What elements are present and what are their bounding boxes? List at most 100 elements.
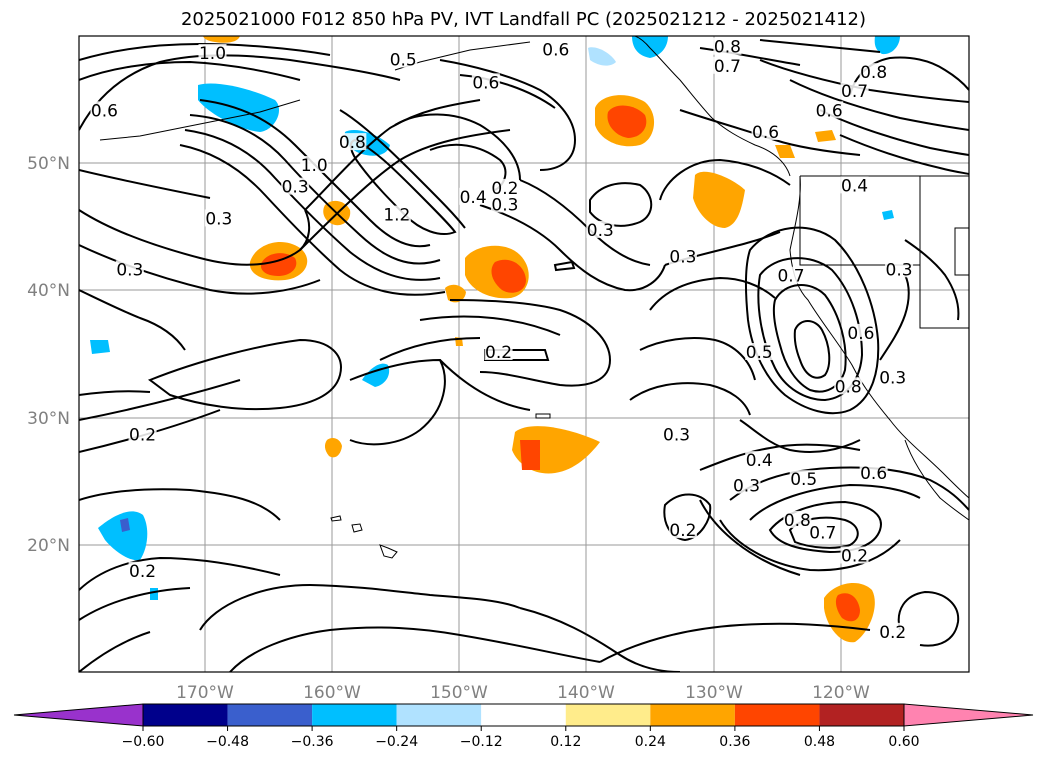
- contour-label-bg: [300, 156, 329, 174]
- colorbar-tick-label: −0.24: [375, 734, 418, 750]
- contour-label: 1.2: [383, 206, 410, 226]
- contour-label: 0.3: [886, 260, 913, 280]
- contour-label-bg: [541, 40, 570, 58]
- contour-label-bg: [490, 195, 519, 213]
- contour-label: 0.2: [669, 521, 696, 541]
- colorbar-segment: [734, 704, 820, 726]
- colorbar-tick-label: 0.60: [888, 734, 919, 750]
- contour-label-bg: [846, 323, 875, 341]
- contour-label-bg: [281, 177, 310, 195]
- contour-label-bg: [789, 470, 818, 488]
- contour-label: 0.8: [860, 63, 887, 83]
- contour-label-bg: [745, 451, 774, 469]
- pv-negative-shading: [90, 36, 900, 600]
- contour-label-bg: [745, 343, 774, 360]
- contour-label: 1.0: [301, 156, 328, 176]
- contour-label: 0.8: [835, 377, 862, 397]
- contour-label: 0.4: [460, 188, 487, 208]
- colorbar-tick-label: 0.48: [804, 734, 835, 750]
- contour-label: 0.3: [116, 260, 143, 280]
- contour-label-bg: [128, 561, 157, 579]
- contour-label-bg: [808, 523, 837, 541]
- pv-positive-shading: [203, 36, 875, 643]
- contour-label-bg: [382, 205, 411, 223]
- contour-label-bg: [338, 133, 367, 151]
- contour-label: 0.8: [339, 133, 366, 153]
- map-panel: [79, 36, 969, 672]
- contour-label-bg: [859, 463, 888, 481]
- colorbar-tick-label: 0.12: [550, 734, 581, 750]
- colorbar-segment: [227, 704, 313, 726]
- lat-axis: 20°N 30°N 40°N 50°N: [27, 154, 70, 556]
- contour-label-bg: [459, 187, 488, 205]
- contour-label-bg: [115, 260, 144, 278]
- contour-label: 0.5: [390, 50, 417, 70]
- contour-label-bg: [840, 546, 869, 564]
- contour-label: 0.3: [587, 221, 614, 241]
- contour-label-bg: [204, 209, 233, 227]
- contour-label-bg: [484, 343, 513, 360]
- lat-tick-label: 40°N: [27, 281, 70, 301]
- contour-label: 0.4: [841, 176, 868, 196]
- contour-label: 0.6: [472, 73, 499, 93]
- map-title: 2025021000 F012 850 hPa PV, IVT Landfall…: [180, 9, 867, 30]
- contour-labels: 1.00.60.60.50.80.70.60.80.70.60.60.81.00…: [90, 37, 914, 643]
- contour-label: 0.7: [777, 267, 804, 287]
- contour-label: 1.0: [199, 44, 226, 64]
- lon-axis: 170°W 160°W 150°W 140°W 130°W 120°W: [176, 683, 870, 703]
- colorbar-tick-label: −0.60: [122, 734, 165, 750]
- lon-tick-label: 170°W: [176, 683, 234, 703]
- contour-label: 0.7: [809, 524, 836, 544]
- lat-tick-label: 30°N: [27, 409, 70, 429]
- contour-label-bg: [885, 260, 914, 278]
- contour-label-bg: [668, 247, 697, 265]
- colorbar-tick-label: −0.36: [291, 734, 334, 750]
- contour-label: 0.3: [205, 209, 232, 229]
- colorbar-segment: [481, 704, 566, 726]
- contour-label-bg: [586, 220, 615, 238]
- map-frame: [78, 35, 970, 673]
- contour-label-bg: [732, 476, 761, 494]
- contour-label: 0.8: [784, 511, 811, 531]
- contour-label-bg: [878, 368, 907, 386]
- contour-label: 0.2: [129, 562, 156, 582]
- contour-label: 0.2: [841, 547, 868, 567]
- colorbar-tick-label: −0.48: [206, 734, 249, 750]
- contour-label-bg: [859, 63, 888, 81]
- lon-tick-label: 140°W: [557, 683, 615, 703]
- contour-label: 0.8: [714, 38, 741, 58]
- lat-tick-label: 50°N: [27, 154, 70, 174]
- contour-label: 0.3: [491, 195, 518, 215]
- contour-label-bg: [128, 425, 157, 443]
- contour-label: 0.6: [91, 101, 118, 121]
- contour-label: 0.4: [746, 451, 773, 471]
- colorbar-segment: [312, 704, 397, 726]
- contour-label: 0.5: [746, 343, 773, 363]
- colorbar-tick-label: 0.36: [719, 734, 750, 750]
- colorbar-tick-label: −0.12: [460, 734, 503, 750]
- contour-label-bg: [815, 101, 844, 119]
- colorbar: [13, 703, 1034, 727]
- contour-label: 0.3: [879, 368, 906, 388]
- contour-label: 0.2: [879, 623, 906, 643]
- contour-label-bg: [840, 176, 869, 194]
- contour-label-bg: [840, 82, 869, 100]
- colorbar-extend-min: [13, 703, 144, 727]
- colorbar-segment: [143, 704, 228, 726]
- lat-tick-label: 20°N: [27, 536, 70, 556]
- contour-label-bg: [713, 37, 742, 55]
- contour-label: 0.7: [841, 82, 868, 102]
- colorbar-segment: [396, 704, 482, 726]
- colorbar-frame: [142, 703, 905, 727]
- colorbar-labels: −0.60 −0.48 −0.36 −0.24 −0.12 0.12 0.24 0.36 0.4…: [122, 726, 920, 750]
- contour-label-bg: [389, 50, 418, 68]
- contour-label: 0.6: [847, 324, 874, 344]
- colorbar-segment: [565, 704, 651, 726]
- contour-label-bg: [777, 266, 805, 284]
- contour-label: 0.6: [752, 123, 779, 143]
- contour-label-bg: [668, 521, 697, 539]
- contour-label-bg: [713, 56, 742, 74]
- contour-label: 0.2: [491, 179, 518, 199]
